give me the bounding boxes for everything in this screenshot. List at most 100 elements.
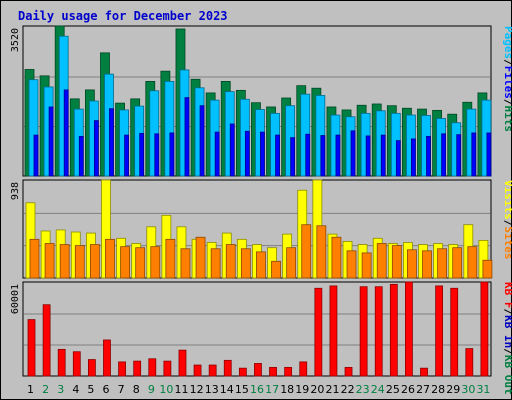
bar-pages-24 (380, 134, 386, 177)
bar-pages-31 (486, 132, 492, 177)
legend-sites: Sites (502, 226, 512, 259)
bar-pages-4 (78, 135, 84, 177)
bar-sites-undefined (376, 243, 387, 279)
x-label-day-5: 5 (87, 383, 94, 396)
x-label-day-30: 30 (461, 383, 475, 396)
x-label-day-16: 16 (250, 383, 264, 396)
bar-kb-f-undefined (329, 285, 338, 377)
bar-sites-undefined (59, 244, 70, 279)
bar-sites-undefined (74, 245, 85, 279)
bar-kb-f-undefined (238, 367, 247, 377)
x-label-day-10: 10 (159, 383, 173, 396)
x-label-day-2: 2 (42, 383, 49, 396)
bar-pages-29 (456, 134, 462, 177)
bar-pages-13 (214, 131, 220, 177)
bar-kb-f-undefined (42, 304, 51, 377)
x-label-day-11: 11 (175, 383, 189, 396)
legend-kb-f: KB F (502, 282, 512, 309)
bar-sites-undefined (195, 236, 206, 279)
x-label-day-1: 1 (27, 383, 34, 396)
x-label-day-22: 22 (341, 383, 355, 396)
bar-sites-undefined (331, 236, 342, 279)
bar-pages-10 (169, 132, 175, 177)
bar-pages-22 (350, 130, 356, 177)
x-label-day-9: 9 (148, 383, 155, 396)
bar-sites-undefined (467, 246, 478, 279)
bar-kb-f-undefined (405, 281, 413, 377)
bar-kb-f-undefined (314, 287, 323, 377)
bar-kb-f-undefined (389, 283, 398, 377)
bar-sites-undefined (407, 249, 417, 279)
bar-kb-f-undefined (465, 348, 474, 377)
x-label-day-28: 28 (431, 383, 445, 396)
x-label-day-7: 7 (118, 383, 125, 396)
y-max-label-3: 60001 (10, 284, 21, 314)
bar-sites-undefined (346, 250, 357, 279)
x-label-day-21: 21 (325, 383, 339, 396)
legend-separator: / (502, 99, 512, 106)
bar-kb-f-undefined (269, 366, 277, 377)
bar-kb-f-undefined (87, 359, 96, 377)
bar-kb-f-undefined (435, 285, 444, 377)
chart-title: Daily usage for December 2023 (18, 9, 228, 23)
bar-pages-28 (441, 133, 447, 177)
bar-pages-18 (290, 137, 296, 177)
legend-separator: / (502, 348, 512, 355)
legend-separator: / (502, 59, 512, 66)
bar-sites-undefined (391, 245, 402, 279)
y-max-label-2: 938 (10, 182, 21, 200)
bar-sites-undefined (225, 244, 236, 279)
bar-kb-f-undefined (420, 367, 428, 377)
legend-pages: Pages (502, 26, 512, 59)
bar-pages-2 (48, 106, 54, 177)
bar-pages-20 (320, 135, 326, 177)
bar-kb-f-undefined (148, 358, 157, 377)
bar-kb-f-undefined (178, 349, 187, 377)
plot-area-3 (22, 281, 492, 377)
bar-files-1 (28, 79, 39, 177)
bar-sites-undefined (256, 251, 266, 279)
bar-sites-undefined (482, 259, 493, 279)
bar-sites-undefined (452, 247, 463, 279)
bar-kb-f-undefined (359, 286, 368, 377)
bar-pages-5 (93, 120, 99, 177)
legend-hits: Hits (502, 106, 512, 133)
x-label-day-27: 27 (416, 383, 430, 396)
bar-kb-f-undefined (344, 366, 353, 377)
bar-sites-undefined (150, 246, 161, 279)
bar-sites-undefined (422, 250, 432, 279)
bar-kb-f-undefined (374, 286, 383, 377)
bar-kb-f-undefined (27, 319, 36, 377)
legend-separator: / (502, 220, 512, 227)
x-label-day-23: 23 (356, 383, 370, 396)
bar-pages-1 (33, 134, 39, 177)
bar-pages-26 (411, 138, 416, 177)
bar-kb-f-undefined (450, 287, 459, 377)
x-label-day-20: 20 (310, 383, 324, 396)
bar-pages-23 (365, 135, 371, 177)
x-label-day-29: 29 (446, 383, 460, 396)
legend-kb-out: KB Out (502, 355, 512, 395)
legend-1: Pages/Files/Hits (502, 26, 512, 132)
bar-pages-21 (335, 134, 341, 177)
x-label-day-8: 8 (133, 383, 140, 396)
bar-pages-15 (244, 130, 250, 177)
x-label-day-24: 24 (371, 383, 385, 396)
bar-pages-7 (124, 134, 129, 177)
bar-kb-f-undefined (163, 360, 172, 377)
legend-kb-in: KB In (502, 315, 512, 348)
bar-pages-19 (305, 133, 311, 177)
bar-kb-f-undefined (299, 361, 308, 377)
bar-sites-undefined (286, 247, 297, 279)
bar-sites-undefined (29, 238, 40, 279)
bar-sites-undefined (89, 244, 100, 279)
bar-pages-9 (154, 133, 160, 177)
x-label-day-31: 31 (476, 383, 490, 396)
bar-kb-f-undefined (193, 364, 202, 377)
bar-kb-f-undefined (133, 360, 142, 377)
bar-sites-undefined (135, 247, 146, 279)
bar-pages-17 (275, 134, 280, 177)
legend-3: KB F/KB In/KB Out (502, 282, 512, 395)
bar-sites-undefined (44, 243, 55, 279)
